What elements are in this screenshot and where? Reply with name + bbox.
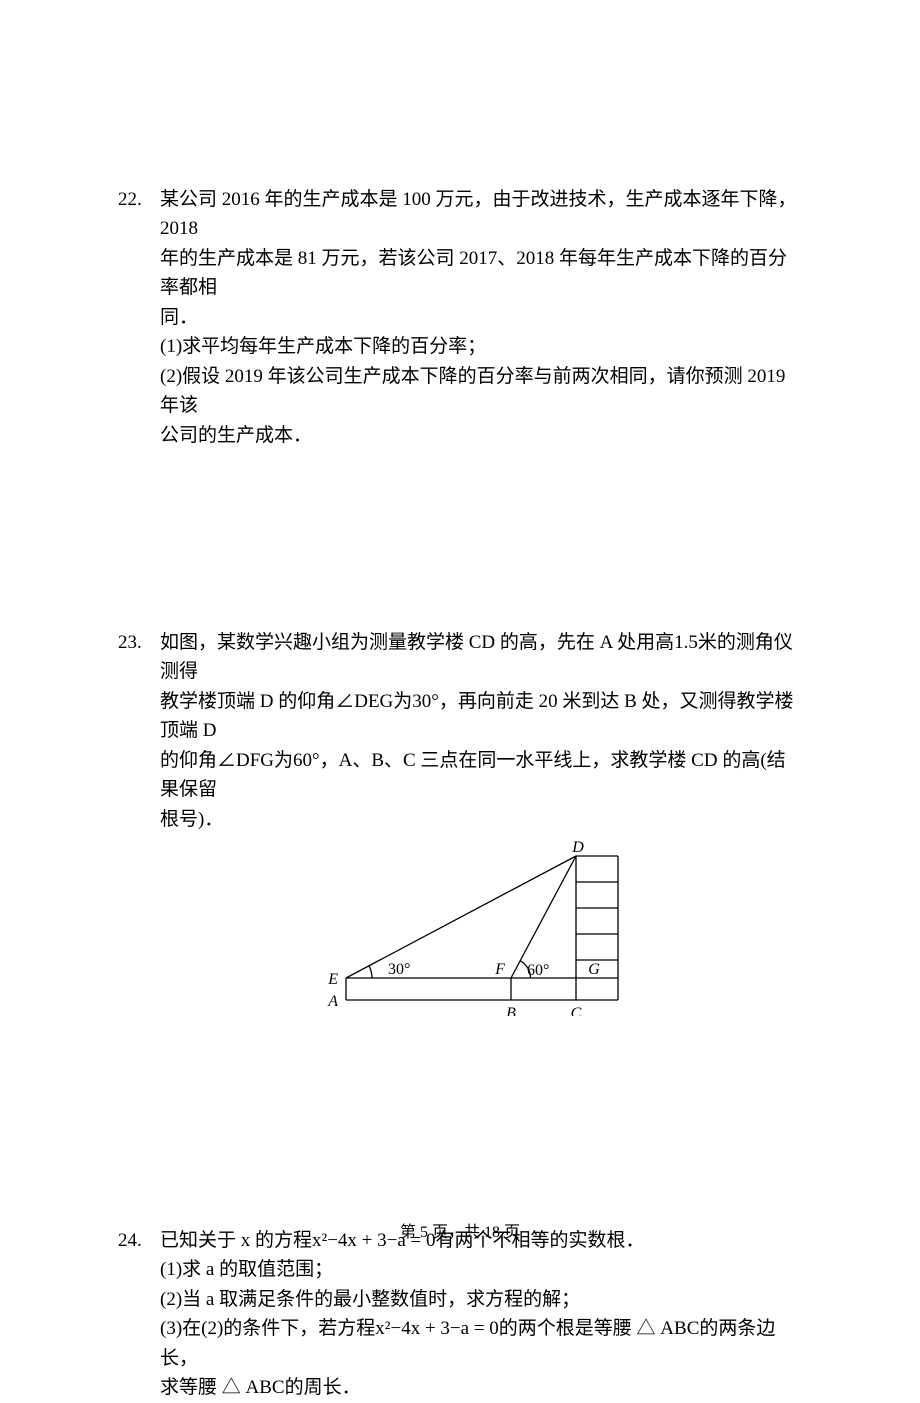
page: 22. 某公司 2016 年的生产成本是 100 万元，由于改进技术，生产成本逐…: [0, 0, 920, 1302]
footer-page: 5: [420, 1224, 428, 1241]
problem-23-body: 如图，某数学兴趣小组为测量教学楼 CD 的高，先在 A 处用高1.5米的测角仪测…: [160, 628, 802, 1016]
svg-text:30°: 30°: [388, 961, 410, 978]
problem-24-line-3: (2)当 a 取满足条件的最小整数值时，求方程的解；: [160, 1285, 802, 1314]
problem-22-number: 22.: [118, 185, 160, 214]
svg-text:60°: 60°: [527, 962, 549, 979]
problem-24: 24. 已知关于 x 的方程x²−4x + 3−a = 0有两个不相等的实数根．…: [118, 1226, 802, 1403]
problem-23: 23. 如图，某数学兴趣小组为测量教学楼 CD 的高，先在 A 处用高1.5米的…: [118, 628, 802, 1016]
problem-24-body: 已知关于 x 的方程x²−4x + 3−a = 0有两个不相等的实数根． (1)…: [160, 1226, 802, 1403]
svg-text:D: D: [571, 840, 584, 856]
footer-total: 18: [484, 1224, 500, 1241]
problem-22-line-2: 年的生产成本是 81 万元，若该公司 2017、2018 年每年生产成本下降的百…: [160, 244, 802, 303]
problem-23-diagram-wrap: D EA F G B C 30° 60°: [160, 840, 802, 1016]
problem-22: 22. 某公司 2016 年的生产成本是 100 万元，由于改进技术，生产成本逐…: [118, 185, 802, 450]
footer-mid: 页，共: [428, 1224, 484, 1241]
problem-24-line-2: (1)求 a 的取值范围；: [160, 1255, 802, 1284]
page-footer: 第 5 页，共 18 页: [0, 1218, 920, 1242]
problem-23-line-1: 如图，某数学兴趣小组为测量教学楼 CD 的高，先在 A 处用高1.5米的测角仪测…: [160, 628, 802, 687]
problem-23-line-4: 根号)．: [160, 805, 802, 834]
svg-text:B: B: [506, 1005, 516, 1016]
svg-text:G: G: [588, 961, 600, 978]
problem-22-line-6: 公司的生产成本．: [160, 421, 802, 450]
problem-23-number: 23.: [118, 628, 160, 657]
problem-22-body: 某公司 2016 年的生产成本是 100 万元，由于改进技术，生产成本逐年下降，…: [160, 185, 802, 450]
svg-text:F: F: [494, 961, 505, 978]
problem-22-line-4: (1)求平均每年生产成本下降的百分率；: [160, 332, 802, 361]
svg-text:E: E: [327, 971, 338, 988]
problem-22-line-3: 同．: [160, 303, 802, 332]
problem-22-line-5: (2)假设 2019 年该公司生产成本下降的百分率与前两次相同，请你预测 201…: [160, 362, 802, 421]
problem-23-line-3: 的仰角∠DFG为60°，A、B、C 三点在同一水平线上，求教学楼 CD 的高(结…: [160, 746, 802, 805]
svg-text:C: C: [571, 1005, 582, 1016]
problem-23-diagram: D EA F G B C 30° 60°: [316, 840, 646, 1016]
problem-24-line-5: 求等腰 △ ABC的周长．: [160, 1373, 802, 1402]
footer-suffix: 页: [500, 1224, 520, 1241]
problem-24-line-4: (3)在(2)的条件下，若方程x²−4x + 3−a = 0的两个根是等腰 △ …: [160, 1314, 802, 1373]
problem-23-line-2: 教学楼顶端 D 的仰角∠DEG为30°，再向前走 20 米到达 B 处，又测得教…: [160, 687, 802, 746]
footer-prefix: 第: [400, 1224, 420, 1241]
problem-22-line-1: 某公司 2016 年的生产成本是 100 万元，由于改进技术，生产成本逐年下降，…: [160, 185, 802, 244]
svg-text:A: A: [327, 993, 338, 1010]
